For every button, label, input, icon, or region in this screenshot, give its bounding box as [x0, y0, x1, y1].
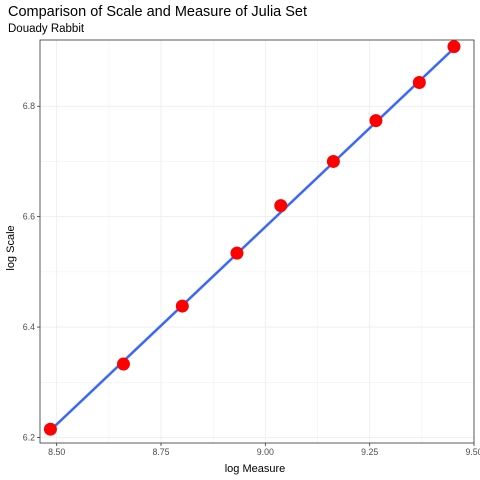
data-point [447, 40, 461, 54]
data-point [369, 114, 383, 128]
fit-line [49, 47, 455, 432]
x-tick-label: 9.50 [465, 447, 480, 457]
x-tick-label: 9.00 [257, 447, 274, 457]
panel-border [39, 39, 475, 444]
data-point [412, 76, 426, 90]
x-tick-label: 8.50 [48, 447, 65, 457]
data-point [116, 357, 130, 371]
x-tick-label: 9.25 [361, 447, 378, 457]
data-point [326, 154, 340, 168]
data-point [230, 246, 244, 260]
fit-line-layer [49, 47, 455, 432]
points [43, 40, 461, 436]
chart-title: Comparison of Scale and Measure of Julia… [8, 4, 307, 20]
chart-subtitle: Douady Rabbit [8, 23, 85, 35]
y-tick-label: 6.8 [23, 101, 35, 111]
y-tick-label: 6.2 [23, 432, 35, 442]
data-point [274, 199, 288, 213]
x-tick-label: 8.75 [152, 447, 169, 457]
grid [40, 40, 475, 443]
axes: 8.50 8.75 9.00 9.25 9.50 6.2 6.4 6.6 6.8 [23, 101, 480, 457]
data-point [43, 422, 57, 436]
x-axis-title: log Measure [225, 463, 286, 475]
data-point [175, 299, 189, 313]
y-tick-label: 6.4 [23, 322, 35, 332]
y-tick-label: 6.6 [23, 212, 35, 222]
y-axis-title: log Scale [5, 225, 17, 270]
